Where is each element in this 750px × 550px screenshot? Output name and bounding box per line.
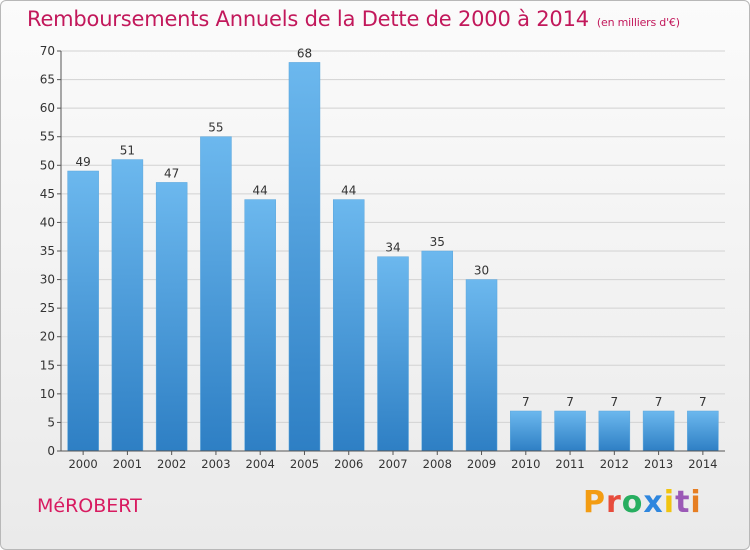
bar-2006 <box>332 199 365 452</box>
data-label-2006: 44 <box>341 184 356 198</box>
bar-2003 <box>200 136 232 452</box>
x-tick-label-2001: 2001 <box>113 457 142 471</box>
bar-2010 <box>510 410 542 452</box>
y-axis: 0 5 10 15 20 25 30 35 40 45 50 55 60 65 70 <box>40 44 62 458</box>
x-tick-label-2009: 2009 <box>467 457 496 471</box>
x-axis: 2000 2001 2002 2003 2004 2005 2006 2007 2008 2009… <box>61 450 725 471</box>
proxiti-logo: Proxiti <box>583 485 702 520</box>
bar-2013 <box>642 410 675 452</box>
data-label-2008: 35 <box>430 235 445 249</box>
y-tick-label: 45 <box>40 187 55 201</box>
y-tick-label: 70 <box>40 44 55 58</box>
data-label-2010: 7 <box>522 395 530 409</box>
y-tick-label: 10 <box>40 387 55 401</box>
x-tick-label-2007: 2007 <box>378 457 407 471</box>
bar-2001 <box>111 159 144 452</box>
y-tick-label: 35 <box>40 244 55 258</box>
commune-name: MéROBERT <box>37 495 142 517</box>
y-tick-label: 50 <box>40 158 55 172</box>
chart-title-text: Remboursements Annuels de la Dette de 20… <box>27 7 589 31</box>
y-tick-label: 55 <box>40 130 55 144</box>
x-tick-label-2002: 2002 <box>157 457 186 471</box>
y-tick-label: 65 <box>40 73 55 87</box>
x-tick-label-2006: 2006 <box>334 457 363 471</box>
bar-2007 <box>377 256 409 452</box>
x-tick-label-2012: 2012 <box>600 457 629 471</box>
y-tick-label: 30 <box>40 273 55 287</box>
bars <box>67 62 719 452</box>
chart-title: Remboursements Annuels de la Dette de 20… <box>27 7 680 31</box>
bar-2008 <box>421 250 454 452</box>
bar-2012 <box>598 410 631 452</box>
bar-2009 <box>465 279 498 452</box>
x-tick-label-2000: 2000 <box>68 457 97 471</box>
x-tick-label-2008: 2008 <box>423 457 452 471</box>
data-label-2012: 7 <box>611 395 619 409</box>
bar-2005 <box>288 62 321 452</box>
y-tick-label: 0 <box>47 444 55 458</box>
x-tick-label-2003: 2003 <box>201 457 230 471</box>
data-label-2000: 49 <box>75 155 90 169</box>
x-tick-label-2014: 2014 <box>688 457 717 471</box>
data-label-2013: 7 <box>655 395 663 409</box>
y-tick-label: 25 <box>40 301 55 315</box>
bar-2004 <box>244 199 276 452</box>
chart-unit: (en milliers d'€) <box>596 16 680 29</box>
data-label-2004: 44 <box>253 184 268 198</box>
bar-2014 <box>687 410 719 452</box>
bar-2011 <box>554 410 586 452</box>
y-tick-label: 20 <box>40 330 55 344</box>
x-tick-label-2013: 2013 <box>644 457 673 471</box>
x-tick-label-2005: 2005 <box>290 457 319 471</box>
data-label-2005: 68 <box>297 46 312 60</box>
x-tick-label-2010: 2010 <box>511 457 540 471</box>
data-label-2014: 7 <box>699 395 707 409</box>
data-label-2011: 7 <box>566 395 574 409</box>
y-tick-label: 15 <box>40 358 55 372</box>
y-tick-label: 40 <box>40 215 55 229</box>
data-labels: 49 51 47 55 44 68 44 34 35 30 7 7 7 7 7 <box>75 46 706 409</box>
y-tick-label: 60 <box>40 101 55 115</box>
data-label-2007: 34 <box>385 241 400 255</box>
data-label-2001: 51 <box>120 144 135 158</box>
y-tick-label: 5 <box>47 415 55 429</box>
x-tick-label-2011: 2011 <box>555 457 584 471</box>
x-tick-label-2004: 2004 <box>246 457 275 471</box>
data-label-2002: 47 <box>164 166 179 180</box>
data-label-2003: 55 <box>208 121 223 135</box>
data-label-2009: 30 <box>474 264 489 278</box>
bar-2002 <box>155 182 188 452</box>
bar-2000 <box>67 170 99 452</box>
